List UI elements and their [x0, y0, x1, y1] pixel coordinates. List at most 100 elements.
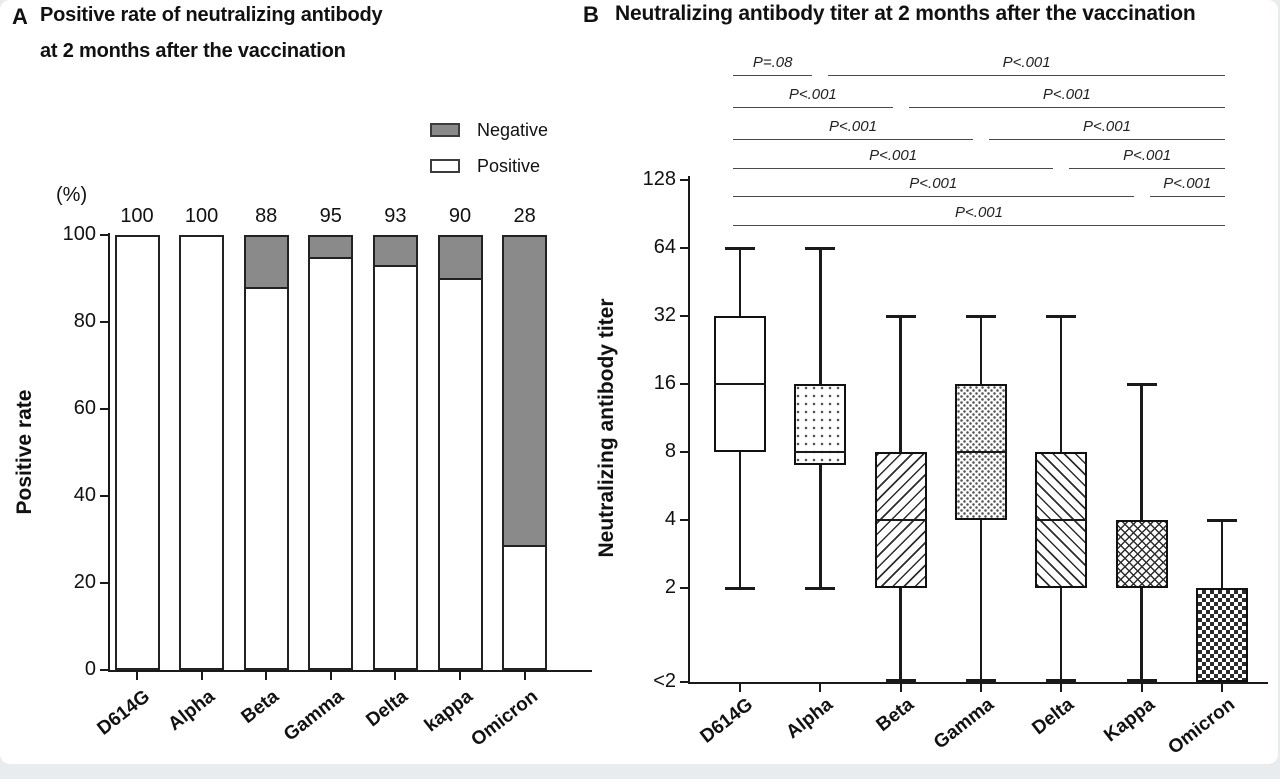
panel-a-y-tick [100, 495, 108, 497]
whisker-low-cap-Alpha [805, 587, 836, 590]
median-Alpha [794, 450, 847, 454]
bar-value-kappa: 90 [448, 205, 472, 227]
whisker-high-cap-Beta [885, 315, 916, 318]
whisker-high-cap-D614G [725, 247, 755, 250]
panel-b-y-tick-label: 4 [664, 508, 676, 530]
panel-b-y-tick [680, 383, 688, 385]
p-line-Alpha-Omicron [828, 75, 1225, 77]
whisker-high-cap-Gamma [965, 315, 996, 318]
p-line-D614G-Alpha [733, 75, 813, 77]
whisker-high-cap-Delta [1046, 315, 1077, 318]
median-Delta [1035, 518, 1088, 522]
panel-b-y-axis [688, 176, 690, 684]
legend-swatch-negative [430, 123, 460, 137]
panel-b-x-tick [1060, 684, 1063, 692]
panel-b-x-tick [979, 684, 982, 692]
whisker-low-cap-Gamma [965, 679, 996, 682]
panel-a-x-axis [108, 670, 592, 672]
p-value-Beta-Omicron: P<.001 [1042, 86, 1091, 103]
panel-a-x-tick [459, 672, 461, 680]
bar-negative-segment-Omicron [504, 237, 546, 548]
whisker-low-Delta [1059, 588, 1063, 680]
p-line-Kappa-Omicron [1149, 196, 1225, 198]
whisker-high-cap-Kappa [1126, 383, 1157, 386]
panel-b-x-tick [899, 684, 902, 692]
bar-negative-segment-Delta [374, 237, 416, 268]
panel-b-title: Neutralizing antibody titer at 2 months … [615, 2, 1196, 25]
whisker-high-Beta [899, 316, 902, 452]
p-line-D614G-Gamma [733, 139, 973, 141]
panel-a-x-tick [265, 672, 268, 680]
p-line-D614G-Delta [733, 168, 1054, 170]
panel-a-label: A [12, 4, 28, 29]
panel-a-y-tick [100, 582, 108, 584]
whisker-low-cap-Kappa [1126, 679, 1157, 682]
median-Gamma [954, 450, 1007, 454]
p-line-Beta-Omicron [908, 107, 1225, 109]
bar-Gamma [308, 235, 354, 670]
median-Beta [874, 518, 927, 522]
whisker-low-Kappa [1140, 588, 1143, 680]
p-line-D614G-Beta [733, 107, 893, 109]
panel-a-y-axis-title: Positive rate [13, 389, 36, 515]
bar-Delta [372, 235, 418, 670]
panel-b-x-axis [688, 682, 1268, 684]
panel-b-y-tick-label: 2 [664, 576, 676, 598]
panel-a-x-tick [394, 672, 397, 680]
panel-a-title-line2: at 2 months after the vaccination [40, 40, 346, 62]
bar-value-Delta: 93 [384, 205, 407, 227]
panel-a-y-tick-label: 60 [73, 397, 96, 419]
panel-a-y-tick [100, 669, 108, 671]
p-value-Alpha-Omicron: P<.001 [1002, 54, 1051, 71]
whisker-high-Omicron [1220, 520, 1224, 588]
panel-a-x-tick [136, 672, 138, 680]
bar-kappa [437, 235, 483, 670]
panel-b-y-tick [680, 451, 688, 453]
legend-label-negative: Negative [477, 120, 549, 140]
panel-b-y-tick-label: 8 [664, 440, 676, 462]
p-value-D614G-Kappa: P<.001 [909, 175, 958, 192]
panel-a-y-tick-label: 100 [62, 223, 96, 245]
p-line-Delta-Omicron [1069, 168, 1225, 170]
panel-b-y-tick [680, 519, 688, 521]
whisker-low-Alpha [819, 465, 822, 588]
panel-b-x-tick [739, 684, 741, 692]
p-line-D614G-Omicron [733, 225, 1225, 227]
panel-a-y-axis [108, 233, 110, 672]
p-value-D614G-Delta: P<.001 [869, 147, 918, 164]
whisker-high-cap-Omicron [1206, 519, 1237, 522]
box-Omicron [1195, 588, 1248, 682]
panel-a-y-unit: (%) [56, 184, 88, 206]
bar-negative-segment-Beta [245, 237, 287, 289]
panel-b-x-tick [819, 684, 822, 692]
bar-Alpha [179, 235, 225, 670]
panel-b-y-tick-label: 16 [653, 372, 676, 394]
whisker-low-cap-D614G [725, 587, 755, 590]
p-line-D614G-Kappa [733, 196, 1134, 198]
p-value-D614G-Gamma: P<.001 [828, 118, 877, 135]
bar-negative-segment-kappa [439, 237, 481, 281]
box-Kappa [1115, 520, 1168, 588]
whisker-high-Alpha [819, 248, 822, 384]
p-value-D614G-Omicron: P<.001 [955, 204, 1003, 221]
panel-a-y-tick [100, 234, 108, 236]
panel-b-y-tick [680, 179, 688, 181]
whisker-high-Delta [1059, 316, 1063, 452]
p-value-Delta-Omicron: P<.001 [1123, 147, 1172, 164]
whisker-low-D614G [738, 452, 742, 588]
whisker-high-Gamma [979, 316, 983, 384]
panel-a-y-tick-label: 20 [73, 571, 96, 593]
panel-a-y-tick-label: 80 [73, 310, 96, 332]
bar-D614G [114, 235, 160, 670]
panel-a-y-tick-label: 40 [73, 484, 96, 506]
panel-b-y-tick [680, 681, 688, 683]
whisker-high-cap-Alpha [805, 247, 836, 250]
p-line-Gamma-Omicron [988, 139, 1225, 141]
panel-b-y-tick-label: 32 [653, 304, 676, 326]
whisker-low-Gamma [979, 520, 983, 680]
legend-label-positive: Positive [477, 156, 541, 176]
whisker-high-D614G [738, 248, 742, 316]
bar-Beta [243, 235, 289, 670]
whisker-low-cap-Delta [1046, 679, 1077, 682]
